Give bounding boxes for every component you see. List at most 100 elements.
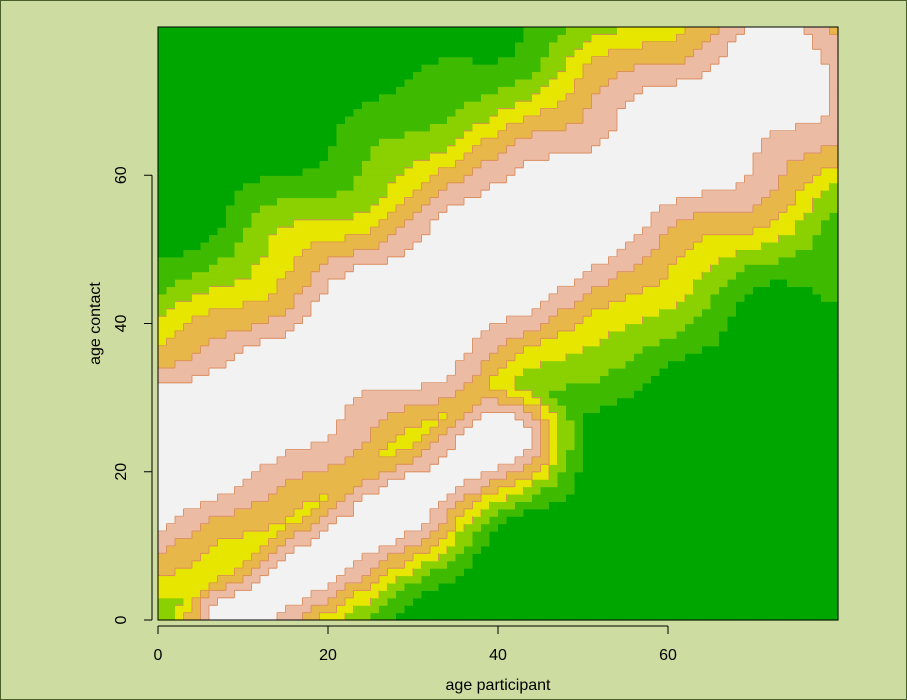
heatmap-cell [362, 256, 372, 265]
heatmap-cell [277, 449, 287, 458]
heatmap-cell [591, 286, 601, 295]
heatmap-cell [438, 427, 448, 436]
heatmap-cell [685, 560, 695, 569]
heatmap-cell [549, 234, 559, 243]
heatmap-cell [549, 590, 559, 599]
heatmap-cell [685, 493, 695, 502]
heatmap-cell [617, 456, 627, 465]
heatmap-cell [209, 204, 219, 213]
heatmap-cell [617, 115, 627, 124]
heatmap-cell [566, 605, 576, 614]
heatmap-cell [625, 568, 635, 577]
heatmap-cell [583, 34, 593, 43]
heatmap-cell [668, 612, 678, 621]
heatmap-cell [285, 41, 295, 50]
heatmap-cell [285, 464, 295, 473]
heatmap-cell [617, 590, 627, 599]
heatmap-cell [396, 434, 406, 443]
heatmap-cell [676, 56, 686, 65]
heatmap-cell [200, 41, 210, 50]
heatmap-cell [268, 456, 278, 465]
heatmap-cell [642, 419, 652, 428]
heatmap-cell [574, 545, 584, 554]
heatmap-cell [217, 323, 227, 332]
heatmap-cell [455, 264, 465, 273]
heatmap-cell [234, 71, 244, 80]
heatmap-cell [489, 316, 499, 325]
heatmap-cell [600, 597, 610, 606]
heatmap-cell [328, 256, 338, 265]
heatmap-cell [540, 190, 550, 199]
heatmap-cell [676, 264, 686, 273]
heatmap-cell [523, 508, 533, 517]
heatmap-cell [226, 560, 236, 569]
heatmap-cell [481, 375, 491, 384]
heatmap-cell [566, 108, 576, 117]
heatmap-cell [506, 479, 516, 488]
heatmap-cell [447, 456, 457, 465]
heatmap-cell [557, 138, 567, 147]
heatmap-cell [540, 86, 550, 95]
heatmap-cell [158, 590, 168, 599]
heatmap-cell [515, 108, 525, 117]
heatmap-cell [251, 456, 261, 465]
heatmap-cell [634, 71, 644, 80]
heatmap-cell [200, 190, 210, 199]
heatmap-cell [455, 249, 465, 258]
heatmap-cell [209, 86, 219, 95]
heatmap-cell [370, 138, 380, 147]
heatmap-cell [387, 412, 397, 421]
heatmap-cell [243, 434, 253, 443]
heatmap-cell [166, 138, 176, 147]
heatmap-cell [345, 538, 355, 547]
heatmap-cell [676, 190, 686, 199]
heatmap-cell [336, 338, 346, 347]
heatmap-cell [268, 71, 278, 80]
heatmap-cell [277, 197, 287, 206]
heatmap-cell [387, 293, 397, 302]
heatmap-cell [379, 590, 389, 599]
heatmap-cell [294, 479, 304, 488]
heatmap-cell [268, 190, 278, 199]
heatmap-cell [447, 582, 457, 591]
heatmap-cell [285, 531, 295, 540]
heatmap-cell [617, 493, 627, 502]
heatmap-cell [311, 271, 321, 280]
heatmap-cell [574, 249, 584, 258]
heatmap-cell [370, 227, 380, 236]
heatmap-cell [498, 279, 508, 288]
heatmap-cell [498, 138, 508, 147]
heatmap-cell [659, 190, 669, 199]
heatmap-cell [234, 145, 244, 154]
heatmap-cell [472, 560, 482, 569]
heatmap-cell [413, 301, 423, 310]
heatmap-cell [362, 56, 372, 65]
heatmap-cell [557, 501, 567, 510]
heatmap-cell [481, 286, 491, 295]
heatmap-cell [608, 360, 618, 369]
heatmap-cell [413, 582, 423, 591]
heatmap-cell [285, 190, 295, 199]
heatmap-cell [285, 501, 295, 510]
heatmap-cell [591, 516, 601, 525]
heatmap-cell [566, 523, 576, 532]
heatmap-cell [540, 442, 550, 451]
heatmap-cell [166, 219, 176, 228]
heatmap-cell [387, 138, 397, 147]
heatmap-cell [659, 219, 669, 228]
heatmap-cell [668, 241, 678, 250]
heatmap-cell [234, 86, 244, 95]
heatmap-cell [574, 301, 584, 310]
heatmap-cell [659, 531, 669, 540]
heatmap-cell [574, 493, 584, 502]
heatmap-cell [447, 197, 457, 206]
heatmap-cell [345, 115, 355, 124]
heatmap-cell [540, 286, 550, 295]
heatmap-cell [532, 479, 542, 488]
heatmap-cell [498, 412, 508, 421]
heatmap-cell [515, 101, 525, 110]
heatmap-cell [625, 464, 635, 473]
heatmap-cell [634, 516, 644, 525]
heatmap-cell [498, 597, 508, 606]
heatmap-cell [659, 397, 669, 406]
